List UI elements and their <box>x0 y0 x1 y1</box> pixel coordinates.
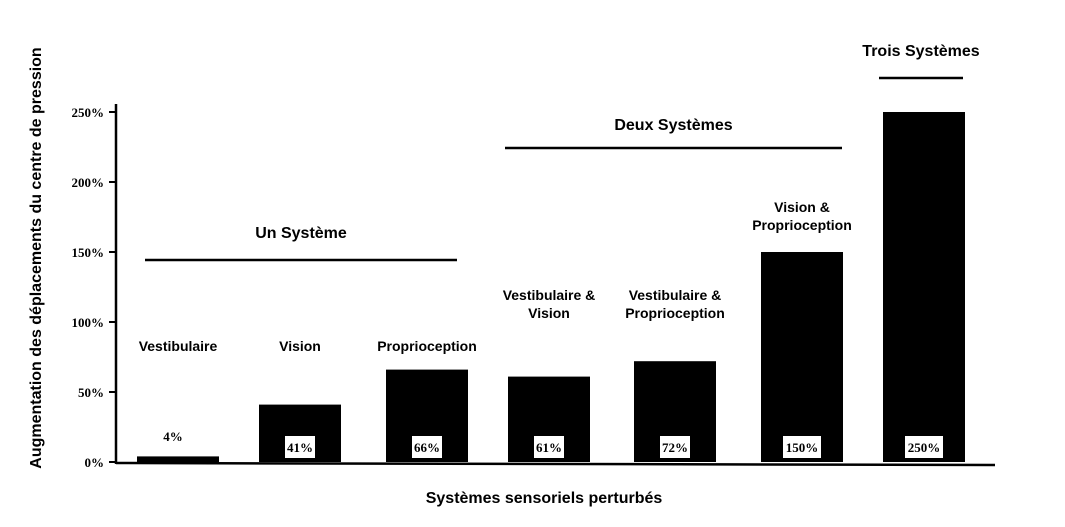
data-label: 61% <box>536 440 562 455</box>
group-label: Trois Systèmes <box>862 43 980 60</box>
data-label-box <box>285 436 315 458</box>
y-tick-label: 250% <box>72 105 105 120</box>
data-label-box <box>534 436 564 458</box>
labels: 4% Vestibulaire 41% Vision 66% Proprioception… <box>139 199 943 458</box>
y-tick-label: 150% <box>72 245 105 260</box>
category-label: Proprioception <box>752 217 852 233</box>
data-label-box <box>905 436 943 458</box>
data-label-box <box>783 436 821 458</box>
group-label: Deux Systèmes <box>614 117 732 134</box>
y-tick-label: 100% <box>72 315 105 330</box>
category-label: Vision <box>528 305 570 321</box>
axes: 0% 50% 100% 150% 200% 250% <box>72 104 996 470</box>
y-tick-label: 50% <box>78 385 104 400</box>
bar <box>137 456 219 462</box>
x-axis-title: Systèmes sensoriels perturbés <box>426 490 663 507</box>
group-label: Un Système <box>255 225 347 242</box>
bar <box>883 112 965 462</box>
bar <box>761 252 843 462</box>
category-label: Vision <box>279 338 321 354</box>
data-label: 4% <box>163 429 183 444</box>
category-label: Vestibulaire & <box>629 287 722 303</box>
x-axis-line <box>115 461 996 467</box>
group-brackets: Un Système Deux Systèmes Trois Systèmes <box>145 43 980 262</box>
data-label-box <box>660 436 690 458</box>
data-label: 72% <box>662 440 688 455</box>
data-label: 150% <box>786 440 819 455</box>
data-label: 41% <box>287 440 313 455</box>
y-tick-label: 200% <box>72 175 105 190</box>
y-axis-title: Augmentation des déplacements du centre … <box>28 47 45 468</box>
y-tick-label: 0% <box>85 455 105 470</box>
category-label: Vision & <box>774 199 830 215</box>
category-label: Vestibulaire & <box>503 287 596 303</box>
data-label: 250% <box>908 440 941 455</box>
category-label: Proprioception <box>625 305 725 321</box>
category-label: Proprioception <box>377 338 477 354</box>
data-label: 66% <box>414 440 440 455</box>
category-label: Vestibulaire <box>139 338 218 354</box>
data-label-box <box>412 436 442 458</box>
